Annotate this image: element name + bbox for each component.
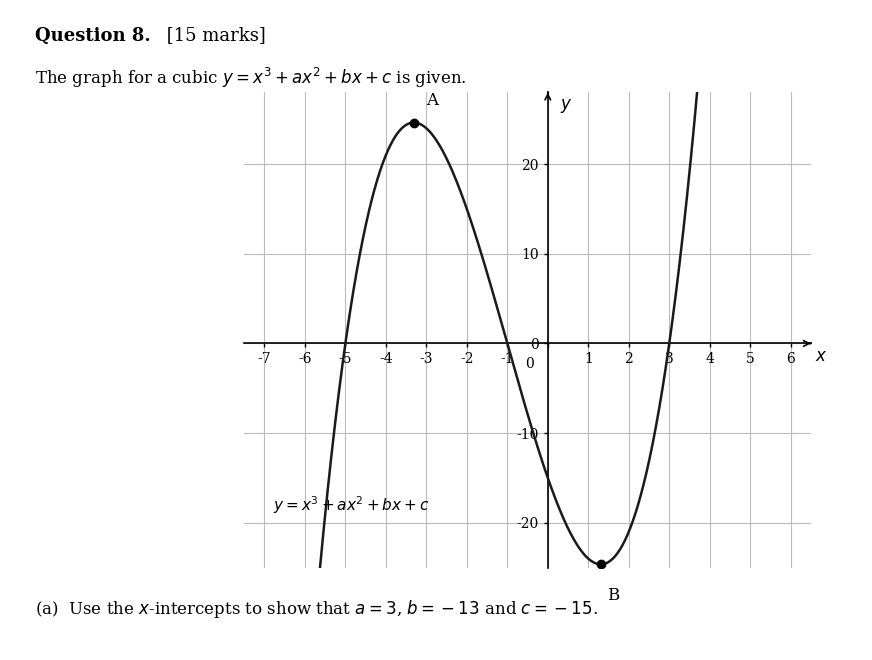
Text: $y$: $y$ — [560, 97, 572, 115]
Text: [15 marks]: [15 marks] — [161, 26, 266, 44]
Text: B: B — [607, 587, 619, 604]
Text: Question 8.: Question 8. — [35, 26, 151, 44]
Text: (a)  Use the $x$-intercepts to show that $a = 3$, $b = -13$ and $c = -15$.: (a) Use the $x$-intercepts to show that … — [35, 599, 597, 620]
Text: A: A — [426, 92, 438, 109]
Text: $y = x^3 + ax^2 + bx + c$: $y = x^3 + ax^2 + bx + c$ — [272, 494, 429, 515]
Text: $x$: $x$ — [815, 348, 828, 366]
Text: 0: 0 — [525, 357, 534, 371]
Text: The graph for a cubic $y = x^3 + ax^2 + bx + c$ is given.: The graph for a cubic $y = x^3 + ax^2 + … — [35, 66, 467, 90]
